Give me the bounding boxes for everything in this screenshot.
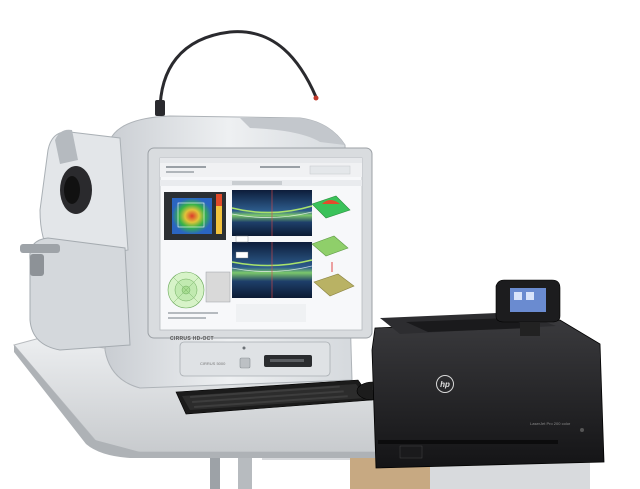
printer-model-label: LaserJet Pro 200 color <box>530 421 571 426</box>
device-model-label: CIRRUS 5000 <box>200 361 226 366</box>
monitor <box>147 147 373 339</box>
chin-rest-bar <box>20 244 60 253</box>
surface-plot-1 <box>311 195 351 219</box>
touchscreen-icon <box>495 279 561 336</box>
printer-icon <box>371 312 605 469</box>
power-button <box>239 357 251 369</box>
monitor-brand-label: CIRRUS HD-OCT <box>170 336 214 342</box>
surface-plot-3 <box>313 273 355 297</box>
printer-logo: hp <box>436 375 454 393</box>
keyboard-keys <box>190 385 348 408</box>
sensor-cable <box>158 30 318 113</box>
control-panel <box>179 341 331 377</box>
surface-plot-2 <box>311 235 349 257</box>
ocular-assembly <box>20 129 131 351</box>
